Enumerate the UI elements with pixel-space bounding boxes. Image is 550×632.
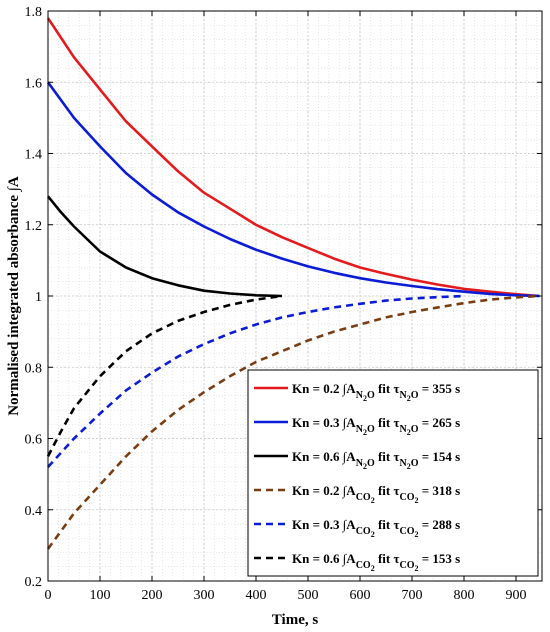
series-line-2 [46,81,540,298]
legend-label-1: Kn = 0.2 ∫AN2O fit τN2O = 355 s [292,381,460,403]
x-tick-label: 100 [90,588,111,603]
legend-label-3: Kn = 0.6 ∫AN2O fit τN2O = 154 s [292,449,460,471]
y-tick-label: 1.4 [25,148,43,163]
ticks-layer: 0 100 200 300 400 500 600 700 800 900 0.2 0.4 0.6 0.8… [25,5,542,603]
series-line-4 [46,294,540,550]
series-line-6 [46,294,283,457]
y-axis-title: Normalised integrated absorbance ∫A [6,176,22,416]
legend-label-6: Kn = 0.6 ∫ACO2 fit τCO2 = 153 s [292,551,460,573]
series-line-5 [47,294,465,468]
legend-label-4: Kn = 0.2 ∫ACO2 fit τCO2 = 318 s [292,483,460,505]
y-tick-label: 1 [35,290,42,305]
x-tick-label: 400 [246,588,267,603]
y-tick-label: 1.6 [25,76,43,91]
x-tick-label: 500 [298,588,319,603]
x-tick-label: 0 [45,588,52,603]
series-line-3 [46,195,283,298]
x-tick-label: 700 [402,588,423,603]
y-tick-label: 1.2 [25,219,43,234]
x-tick-label: 300 [194,588,215,603]
x-tick-label: 200 [142,588,163,603]
x-tick-label: 800 [454,588,475,603]
y-tick-label: 0.6 [25,433,43,448]
y-tick-label: 0.2 [25,575,43,590]
x-axis-title: Time, s [272,612,319,628]
legend: Kn = 0.2 ∫AN2O fit τN2O = 355 s Kn = 0.3 … [247,369,539,577]
legend-label-5: Kn = 0.3 ∫ACO2 fit τCO2 = 288 s [292,517,460,539]
y-tick-label: 0.8 [25,361,43,376]
legend-box [247,369,539,577]
x-tick-label: 600 [350,588,371,603]
legend-label-2: Kn = 0.3 ∫AN2O fit τN2O = 265 s [292,415,460,437]
series-line-1 [46,17,540,298]
y-tick-label: 0.4 [25,504,43,519]
y-tick-label: 1.8 [25,5,43,20]
x-tick-label: 900 [506,588,527,603]
series-layer [46,17,540,550]
